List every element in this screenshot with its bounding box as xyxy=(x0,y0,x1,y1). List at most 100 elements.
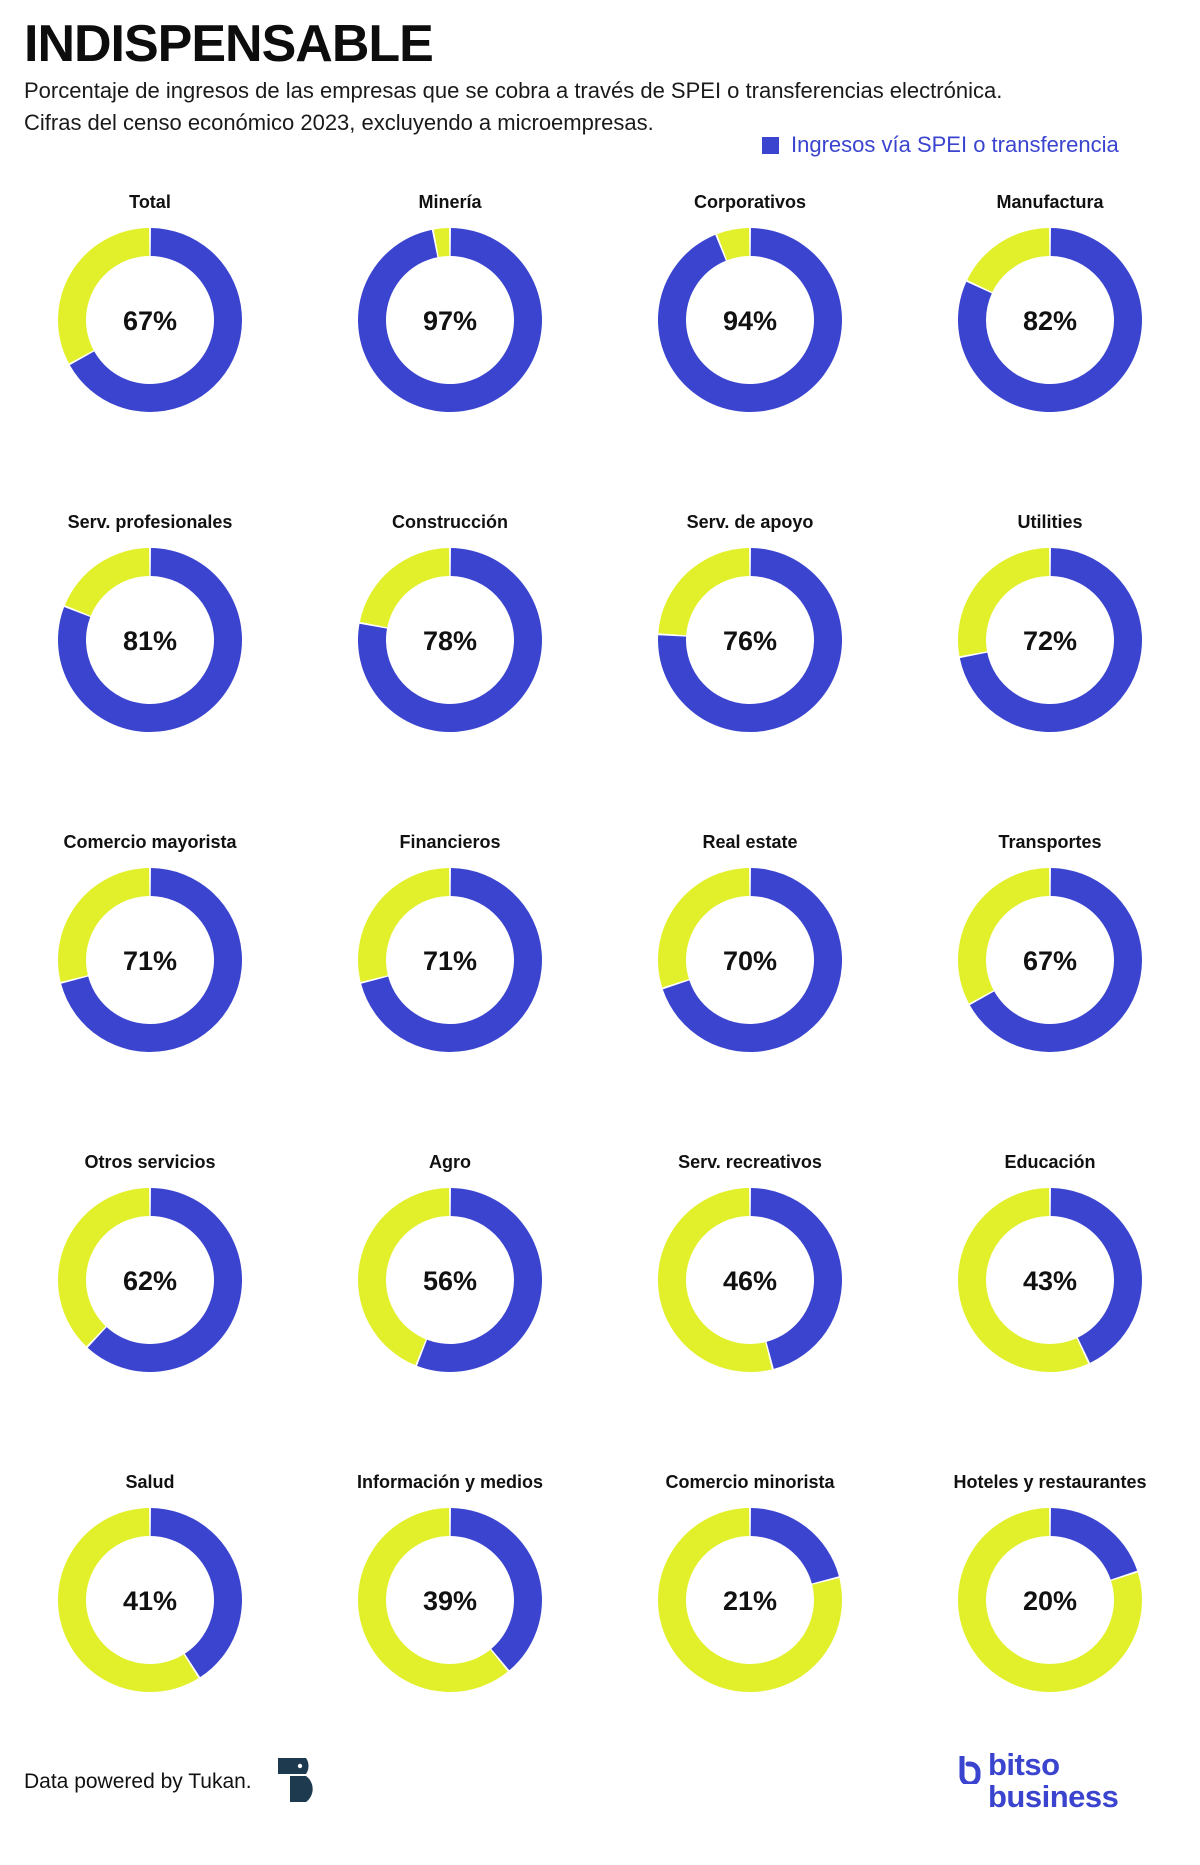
donut-chart-16: Salud 41% xyxy=(0,1472,300,1752)
donut-value-label: 43% xyxy=(1023,1266,1077,1296)
donut-category-label: Educación xyxy=(1004,1152,1096,1172)
donut-value-label: 76% xyxy=(723,626,777,656)
donut-value-label: 70% xyxy=(723,946,777,976)
donut-svg: 72% xyxy=(957,548,1143,733)
donut-slice-spei xyxy=(657,228,842,413)
donut-slice-spei xyxy=(969,868,1143,1053)
donut-slice-spei xyxy=(417,1188,543,1373)
donut-value-label: 72% xyxy=(1023,626,1077,656)
donut-slice-spei xyxy=(658,548,843,733)
donut-svg: 71% xyxy=(358,868,542,1053)
donut-svg: 71% xyxy=(58,868,242,1053)
donut-value-label: 97% xyxy=(423,306,477,336)
donut-slice-other xyxy=(717,228,750,261)
donut-category-label: Corporativos xyxy=(693,192,807,212)
donut-slice-spei xyxy=(1050,1188,1142,1363)
donut-slice-spei xyxy=(662,868,843,1053)
donut-category-label: Agro xyxy=(429,1152,471,1172)
donut-category-label: Utilities xyxy=(1017,512,1083,532)
donut-chart-19: Hoteles y restaurantes 20% xyxy=(900,1472,1200,1752)
donut-slice-other xyxy=(57,1508,199,1693)
donut-svg: 76% xyxy=(658,548,843,733)
donut-chart-18: Comercio minorista 21% xyxy=(600,1472,900,1752)
donut-slice-spei xyxy=(1050,1508,1138,1580)
donut-slice-other xyxy=(58,868,150,982)
donut-slice-other xyxy=(359,548,450,628)
donut-category-label: Manufactura xyxy=(996,192,1104,212)
donut-slice-other xyxy=(958,1508,1143,1693)
donut-category-label: Total xyxy=(129,192,171,212)
donut-value-label: 20% xyxy=(1023,1586,1077,1616)
donut-chart-15: Educación 43% xyxy=(900,1152,1200,1432)
donut-slice-spei xyxy=(358,228,543,413)
donut-slice-other xyxy=(958,868,1050,1004)
subtitle-line-1: Porcentaje de ingresos de las empresas q… xyxy=(24,78,1003,103)
donut-svg: 21% xyxy=(657,1508,842,1693)
donut-chart-11: Transportes 67% xyxy=(900,832,1200,1112)
donut-chart-17: Información y medios 39% xyxy=(300,1472,600,1752)
tukan-logo-icon xyxy=(278,1758,313,1802)
donut-category-label: Salud xyxy=(125,1472,175,1492)
donut-value-label: 62% xyxy=(123,1266,177,1296)
donut-chart-6: Serv. de apoyo 76% xyxy=(600,512,900,792)
donut-chart-14: Serv. recreativos 46% xyxy=(600,1152,900,1432)
donut-slice-spei xyxy=(361,868,542,1053)
donut-chart-4: Serv. profesionales 81% xyxy=(0,512,300,792)
donut-value-label: 21% xyxy=(723,1586,777,1616)
donut-svg: 82% xyxy=(957,228,1142,413)
donut-svg: 67% xyxy=(958,868,1143,1053)
donut-value-label: 67% xyxy=(1023,946,1077,976)
donut-category-label: Comercio minorista xyxy=(665,1472,835,1492)
donut-category-label: Hoteles y restaurantes xyxy=(953,1472,1147,1492)
donut-svg: 97% xyxy=(358,228,543,413)
donut-slice-spei xyxy=(750,1508,839,1584)
donut-slice-spei xyxy=(450,1508,542,1671)
donut-chart-3: Manufactura 82% xyxy=(900,192,1200,472)
donut-chart-13: Agro 56% xyxy=(300,1152,600,1432)
bitso-b-icon xyxy=(959,1756,981,1784)
donut-category-label: Transportes xyxy=(998,832,1102,852)
donut-value-label: 81% xyxy=(123,626,177,656)
donut-slice-spei xyxy=(61,868,242,1053)
donut-svg: 41% xyxy=(57,1508,242,1693)
brand-word-business: business xyxy=(988,1779,1119,1814)
donut-chart-2: Corporativos 94% xyxy=(600,192,900,472)
donut-svg: 46% xyxy=(657,1188,842,1373)
donut-category-label: Información y medios xyxy=(356,1472,544,1492)
donut-svg: 78% xyxy=(357,548,542,733)
brand-word-bitso: bitso xyxy=(988,1747,1060,1782)
donut-svg: 20% xyxy=(958,1508,1143,1693)
donut-slice-other xyxy=(433,228,450,258)
donut-slice-other xyxy=(967,228,1050,293)
donut-chart-10: Real estate 70% xyxy=(600,832,900,1112)
donut-slice-other xyxy=(58,228,150,364)
donut-slice-other xyxy=(58,1188,150,1347)
chart-legend: Ingresos vía SPEI o transferencia xyxy=(762,132,1119,158)
donut-slice-spei xyxy=(150,1508,242,1678)
donut-chart-0: Total 67% xyxy=(0,192,300,472)
donut-svg: 94% xyxy=(657,228,842,413)
donut-slice-spei xyxy=(87,1188,243,1373)
donut-category-label: Serv. recreativos xyxy=(678,1152,822,1172)
donut-value-label: 41% xyxy=(123,1586,177,1616)
page-title: INDISPENSABLE xyxy=(24,15,434,73)
donut-slice-other xyxy=(657,1188,772,1373)
donut-slice-spei xyxy=(57,548,242,733)
donut-value-label: 39% xyxy=(423,1586,477,1616)
donut-slice-other xyxy=(358,868,450,982)
donut-slice-spei xyxy=(959,548,1143,733)
donut-category-label: Serv. profesionales xyxy=(67,512,233,532)
donut-slice-other xyxy=(64,548,150,616)
donut-category-label: Real estate xyxy=(702,832,798,852)
donut-svg: 56% xyxy=(358,1188,543,1373)
donut-chart-7: Utilities 72% xyxy=(900,512,1200,792)
donut-svg: 62% xyxy=(58,1188,243,1373)
data-credit: Data powered by Tukan. xyxy=(24,1770,252,1793)
donut-slice-other xyxy=(957,548,1050,657)
legend-label-spei: Ingresos vía SPEI o transferencia xyxy=(791,132,1119,157)
donut-slice-other xyxy=(358,1188,450,1366)
donut-value-label: 56% xyxy=(423,1266,477,1296)
donut-chart-5: Construcción 78% xyxy=(300,512,600,792)
donut-category-label: Comercio mayorista xyxy=(63,832,237,852)
